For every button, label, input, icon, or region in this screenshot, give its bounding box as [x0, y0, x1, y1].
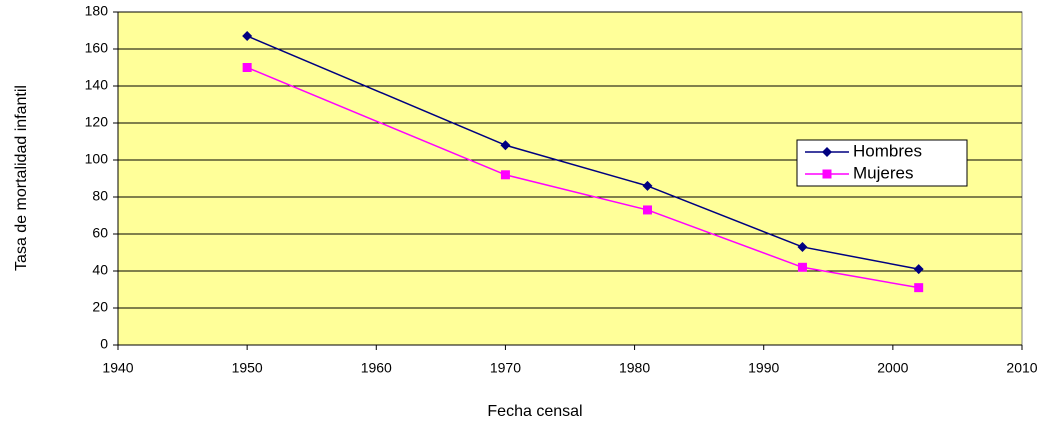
data-point	[500, 170, 510, 180]
data-point	[914, 283, 924, 293]
legend-label: Hombres	[853, 141, 922, 160]
data-point	[500, 140, 511, 151]
x-tick-label: 2000	[877, 360, 908, 376]
y-tick-label: 40	[92, 262, 108, 278]
data-point	[242, 31, 253, 42]
x-tick-label: 1980	[619, 360, 650, 376]
x-tick-label: 1940	[102, 360, 133, 376]
data-point	[797, 262, 807, 272]
x-tick-label: 2010	[1006, 360, 1037, 376]
x-tick-label: 1960	[361, 360, 392, 376]
legend-marker	[822, 147, 832, 157]
data-point	[913, 264, 924, 275]
y-tick-label: 160	[85, 40, 109, 56]
y-tick-label: 180	[85, 3, 109, 19]
y-axis-title: Tasa de mortalidad infantil	[13, 85, 30, 271]
y-tick-label: 0	[100, 336, 108, 352]
y-tick-label: 80	[92, 188, 108, 204]
data-point	[242, 63, 252, 72]
data-point	[642, 180, 653, 191]
y-tick-label: 20	[92, 299, 108, 315]
y-tick-label: 60	[92, 225, 108, 241]
data-point	[797, 241, 808, 252]
y-tick-label: 140	[85, 77, 109, 93]
legend-marker	[822, 169, 832, 179]
x-tick-label: 1950	[232, 360, 263, 376]
data-point	[642, 205, 652, 215]
x-tick-label: 1970	[490, 360, 521, 376]
x-tick-label: 1990	[748, 360, 779, 376]
y-tick-label: 120	[85, 114, 109, 130]
y-tick-label: 100	[85, 151, 109, 167]
x-axis-title: Fecha censal	[487, 403, 582, 420]
legend-label: Mujeres	[853, 163, 913, 182]
